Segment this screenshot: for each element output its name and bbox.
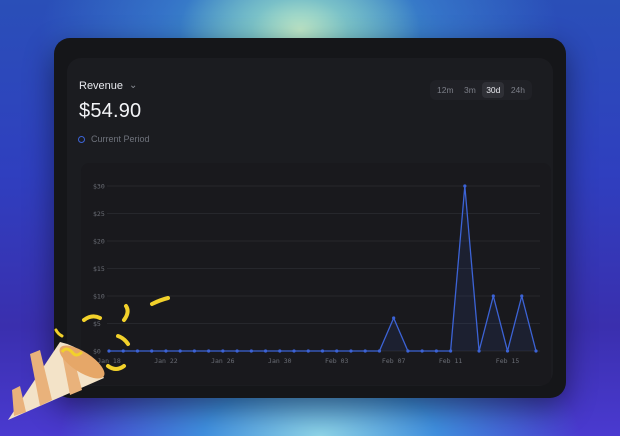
data-point: [463, 184, 467, 188]
y-tick-label: $10: [93, 293, 105, 301]
data-point: [207, 349, 211, 353]
data-point: [135, 349, 140, 353]
x-tick-label: Feb 07: [382, 357, 406, 365]
chart-area: $0 $5 $10 $15 $20 $25 $30 Jan 18 Jan 22 Jan 26 Jan…: [81, 163, 551, 385]
x-tick-label: Jan 18: [97, 357, 121, 365]
data-point: [491, 294, 495, 298]
range-selector: 12m 3m 30d 24h: [430, 80, 532, 100]
y-tick-label: $20: [93, 238, 105, 246]
data-point: [320, 349, 325, 353]
data-point: [306, 349, 310, 353]
y-tick-label: $5: [93, 320, 101, 328]
data-point: [192, 349, 196, 353]
data-point: [107, 349, 111, 353]
range-3m-button[interactable]: 3m: [463, 85, 476, 95]
legend-marker-icon: [78, 135, 85, 143]
revenue-chart: $0 $5 $10 $15 $20 $25 $30 Jan 18 Jan 22 Jan 26 Jan…: [93, 183, 540, 365]
metric-selector[interactable]: Revenue ⌄: [79, 79, 138, 93]
data-point: [477, 349, 481, 353]
x-tick-label: Jan 26: [211, 357, 235, 365]
data-point: [349, 349, 353, 353]
data-point: [406, 349, 410, 353]
data-point: [449, 349, 453, 353]
revenue-card: Revenue ⌄ $54.90 Current Period 12m 3m 3…: [54, 38, 566, 398]
data-point: [434, 349, 438, 353]
party-popper-icon: [8, 296, 170, 420]
data-point: [278, 349, 282, 353]
range-12m-button[interactable]: 12m: [437, 85, 454, 95]
data-point: [392, 316, 396, 320]
data-point: [150, 349, 154, 353]
data-point: [164, 349, 168, 353]
series-area: [109, 186, 536, 351]
chevron-down-icon: ⌄: [129, 79, 138, 91]
legend-label: Current Period: [91, 134, 150, 144]
y-tick-label: $0: [93, 348, 101, 356]
legend: Current Period: [78, 134, 150, 144]
data-point: [178, 349, 182, 353]
data-point: [221, 349, 225, 353]
revenue-total: $54.90: [79, 100, 142, 122]
x-tick-label: Jan 30: [268, 357, 292, 365]
range-30d-button[interactable]: 30d: [482, 82, 505, 98]
x-tick-label: Feb 15: [496, 357, 520, 365]
data-point: [505, 349, 510, 353]
data-point: [420, 349, 424, 353]
data-point: [249, 349, 253, 353]
data-point: [292, 349, 296, 353]
data-point: [520, 294, 524, 298]
y-tick-label: $30: [93, 183, 105, 191]
data-point: [377, 349, 382, 353]
y-tick-label: $25: [93, 210, 105, 218]
data-point: [534, 349, 538, 353]
data-point: [121, 349, 125, 353]
x-tick-label: Feb 03: [325, 357, 349, 365]
metric-label: Revenue: [79, 80, 124, 92]
data-point: [363, 349, 367, 353]
y-tick-label: $15: [93, 265, 105, 273]
x-tick-label: Jan 22: [154, 357, 178, 365]
data-point: [335, 349, 339, 353]
range-24h-button[interactable]: 24h: [510, 85, 525, 95]
data-point: [235, 349, 239, 353]
revenue-panel: Revenue ⌄ $54.90 Current Period 12m 3m 3…: [67, 58, 553, 386]
data-point: [263, 349, 268, 353]
x-tick-label: Feb 11: [439, 357, 463, 365]
